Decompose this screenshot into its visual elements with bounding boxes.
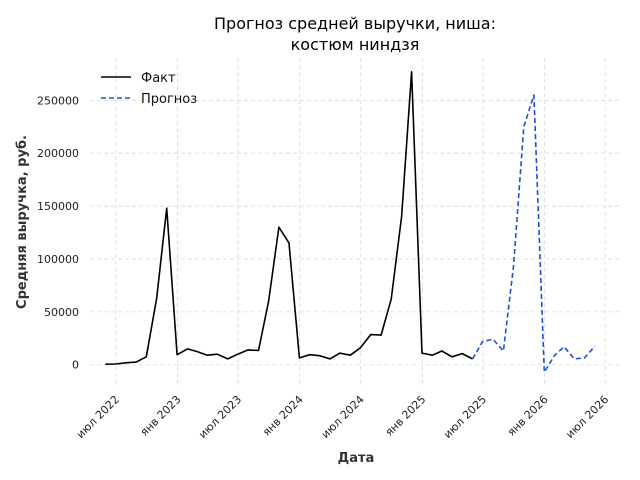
- grid: [90, 58, 622, 388]
- chart-title-line-1: Прогноз средней выручки, ниша:: [214, 14, 496, 33]
- x-tick-label: июл 2024: [319, 393, 367, 441]
- x-axis-label: Дата: [338, 451, 375, 466]
- legend-label-forecast: Прогноз: [141, 92, 197, 107]
- y-tick-label: 200000: [37, 147, 79, 160]
- x-tick-label: июл 2025: [441, 393, 489, 441]
- x-tick-label: июл 2022: [74, 393, 122, 441]
- y-tick-label: 100000: [37, 253, 79, 266]
- y-tick-label: 50000: [44, 306, 79, 319]
- y-tick-label: 0: [72, 359, 79, 372]
- x-tick-label: июл 2026: [563, 393, 611, 441]
- series-layer: [105, 71, 596, 373]
- x-axis-ticks: июл 2022 янв 2023 июл 2023 янв 2024 июл 2024…: [74, 393, 611, 441]
- chart-title-line-2: костюм ниндзя: [291, 35, 420, 54]
- y-axis-label: Средняя выручка, руб.: [15, 135, 30, 309]
- x-tick-label: янв 2026: [505, 393, 551, 439]
- series-line-forecast: [471, 94, 596, 373]
- legend: Факт Прогноз: [101, 71, 197, 107]
- x-tick-label: янв 2025: [383, 393, 429, 439]
- y-tick-label: 150000: [37, 200, 79, 213]
- y-axis-ticks: 0 50000 100000 150000 200000 250000: [37, 94, 79, 371]
- x-tick-label: янв 2024: [260, 393, 306, 439]
- x-tick-label: июл 2023: [196, 393, 244, 441]
- series-line-fact: [105, 71, 473, 365]
- x-tick-label: янв 2023: [138, 393, 184, 439]
- y-tick-label: 250000: [37, 94, 79, 107]
- legend-label-fact: Факт: [141, 71, 176, 86]
